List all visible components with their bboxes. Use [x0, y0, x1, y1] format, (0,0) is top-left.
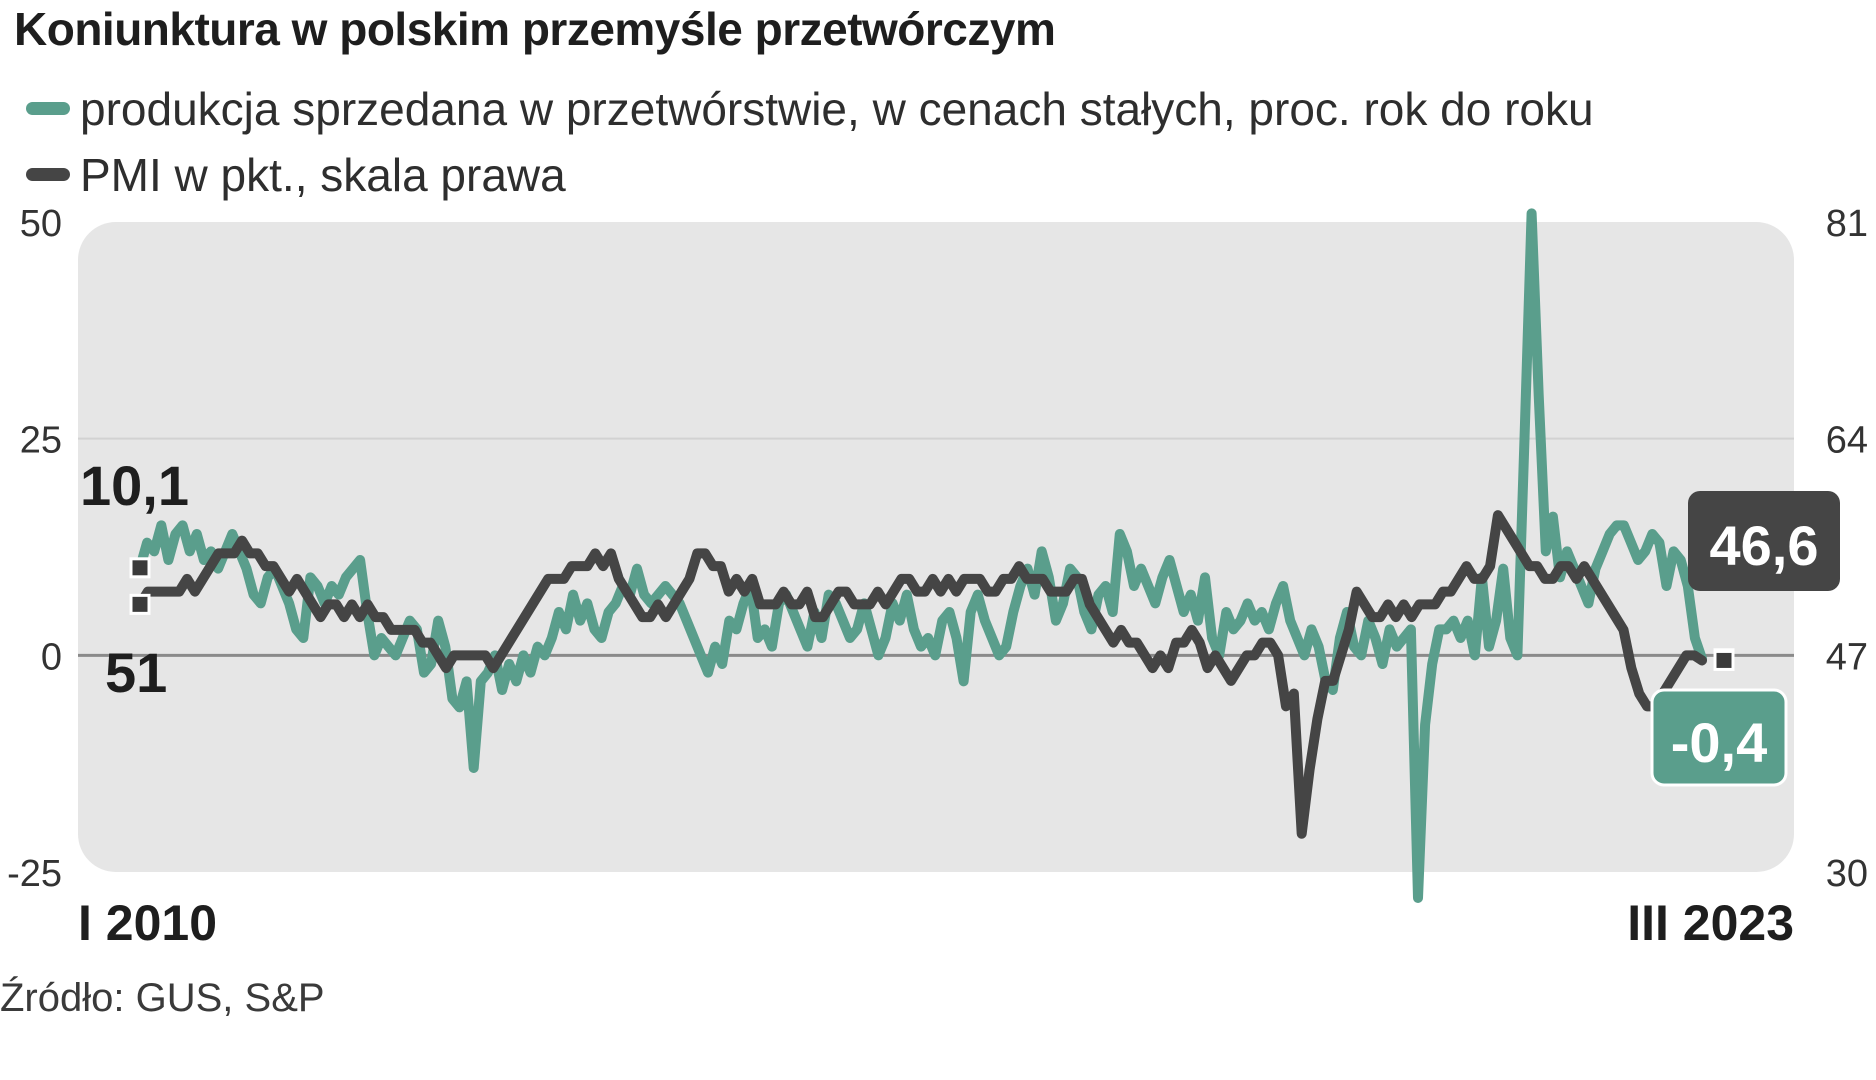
x-tick-end: III 2023	[1627, 895, 1794, 951]
plot-background	[78, 222, 1794, 872]
legend-swatch-production	[26, 102, 70, 116]
legend-label-production: produkcja sprzedana w przetwórstwie, w c…	[80, 83, 1594, 135]
right-tick-label-1: 64	[1826, 420, 1868, 462]
end-value-pmi: 46,6	[1710, 514, 1819, 577]
series-line-production	[135, 208, 1707, 903]
marker-end-pmi	[1713, 649, 1735, 671]
end-value-pmi-badge	[1688, 491, 1840, 591]
marker-start-production	[129, 557, 151, 579]
start-value-pmi: 51	[105, 641, 167, 704]
right-tick-label-2: 47	[1826, 636, 1868, 678]
start-value-production: 10,1	[80, 454, 189, 517]
series-line-pmi	[135, 510, 1707, 839]
left-tick-label-0: 50	[20, 203, 62, 245]
source-note: Źródło: GUS, S&P	[0, 976, 325, 1020]
legend-swatch-pmi	[26, 168, 70, 182]
marker-start-pmi	[129, 593, 151, 615]
x-tick-start: I 2010	[78, 895, 217, 951]
chart-title: Koniunktura w polskim przemyśle przetwór…	[14, 3, 1056, 55]
legend-item-pmi: PMI w pkt., skala prawa	[26, 148, 566, 202]
left-axis-ticks: 50 25 0 -25	[7, 203, 62, 895]
end-value-production: -0,4	[1671, 711, 1768, 774]
left-tick-label-2: 0	[41, 636, 62, 678]
end-value-production-badge	[1650, 688, 1788, 787]
right-tick-label-0: 81	[1826, 203, 1868, 245]
left-tick-label-1: 25	[20, 420, 62, 462]
legend-item-production: produkcja sprzedana w przetwórstwie, w c…	[26, 82, 1594, 136]
endpoint-markers	[129, 557, 1735, 671]
right-axis-ticks: 81 64 47 30	[1826, 203, 1868, 895]
legend-label-pmi: PMI w pkt., skala prawa	[80, 149, 566, 201]
right-tick-label-3: 30	[1826, 853, 1868, 895]
left-tick-label-3: -25	[7, 853, 62, 895]
